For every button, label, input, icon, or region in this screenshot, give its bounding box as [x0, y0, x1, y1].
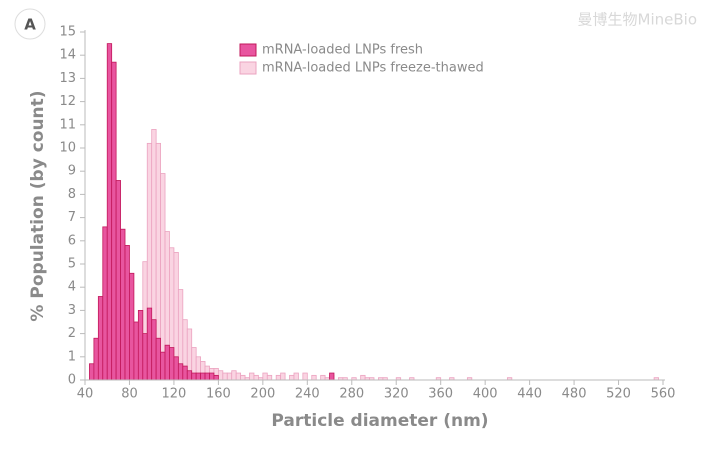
legend-label: mRNA-loaded LNPs freeze-thawed: [262, 61, 484, 76]
bar: [275, 374, 282, 381]
bar: [253, 374, 259, 381]
y-tick-label: 6: [68, 233, 76, 248]
bar: [293, 372, 299, 381]
bar: [102, 226, 108, 381]
x-tick-label: 80: [121, 387, 138, 402]
bar: [226, 372, 233, 381]
y-tick-label: 4: [68, 280, 76, 295]
bar: [160, 351, 166, 381]
y-tick-label: 11: [59, 117, 76, 132]
legend-label: mRNA-loaded LNPs fresh: [262, 43, 423, 58]
y-tick-label: 3: [68, 303, 76, 318]
bar: [155, 337, 161, 381]
bar: [280, 372, 286, 381]
bar: [151, 319, 157, 381]
bar: [89, 363, 95, 381]
bar: [177, 363, 184, 381]
bar: [302, 372, 308, 381]
bar: [142, 333, 148, 381]
bar: [191, 372, 197, 381]
x-tick-label: 240: [295, 387, 320, 402]
watermark: 曼博生物MineBio: [578, 11, 697, 29]
panel-label: A: [24, 16, 36, 34]
bar: [164, 344, 170, 381]
y-tick-label: 7: [68, 210, 76, 225]
x-tick-label: 120: [162, 387, 187, 402]
panel-badge: [14, 8, 46, 40]
y-tick-label: 2: [68, 326, 76, 341]
bar: [209, 372, 215, 381]
bar: [262, 372, 268, 381]
y-tick-label: 0: [68, 373, 76, 388]
x-tick-label: 160: [206, 387, 231, 402]
bar: [222, 372, 228, 381]
bar: [115, 180, 121, 381]
bar: [360, 374, 366, 381]
y-tick-label: 1: [68, 349, 76, 364]
x-tick-label: 440: [517, 387, 542, 402]
bar: [249, 372, 255, 381]
bar: [186, 370, 193, 381]
bar: [129, 272, 135, 381]
bar: [106, 43, 113, 381]
bar: [146, 307, 153, 381]
bar: [217, 370, 224, 381]
bar: [200, 372, 206, 381]
x-tick-label: 280: [339, 387, 364, 402]
bar: [240, 374, 246, 381]
x-tick-label: 480: [562, 387, 587, 402]
x-tick-label: 200: [250, 387, 275, 402]
bar: [173, 356, 179, 381]
bar: [169, 347, 175, 381]
y-tick-label: 15: [59, 25, 76, 40]
bar: [182, 365, 188, 381]
x-tick-label: 520: [606, 387, 631, 402]
y-tick-label: 8: [68, 187, 76, 202]
x-axis-title: Particle diameter (nm): [271, 411, 488, 431]
y-tick-label: 13: [59, 71, 76, 86]
bar: [124, 245, 130, 381]
bar: [231, 370, 237, 381]
y-tick-label: 9: [68, 164, 76, 179]
legend-swatch: [239, 61, 257, 75]
x-tick-label: 320: [384, 387, 409, 402]
y-axis-title: % Population (by count): [28, 90, 48, 321]
bar: [120, 228, 126, 381]
bar: [311, 374, 317, 381]
bar: [111, 61, 117, 381]
y-tick-label: 12: [59, 94, 76, 109]
bar: [133, 321, 139, 381]
bar: [97, 296, 104, 381]
y-tick-label: 10: [59, 141, 76, 156]
bar: [235, 372, 242, 381]
x-tick-label: 360: [428, 387, 453, 402]
bar: [195, 372, 201, 381]
bar: [93, 337, 99, 381]
bar: [289, 374, 295, 381]
x-tick-label: 40: [77, 387, 94, 402]
bar: [329, 372, 335, 381]
legend-swatch: [239, 43, 257, 57]
x-tick-label: 560: [651, 387, 676, 402]
y-tick-label: 14: [59, 48, 76, 63]
bar: [266, 374, 273, 381]
bar: [204, 372, 210, 381]
bar: [160, 173, 166, 381]
bar: [213, 374, 219, 381]
bar: [320, 374, 326, 381]
x-tick-label: 400: [473, 387, 498, 402]
y-tick-label: 5: [68, 257, 76, 272]
bar: [137, 309, 144, 381]
